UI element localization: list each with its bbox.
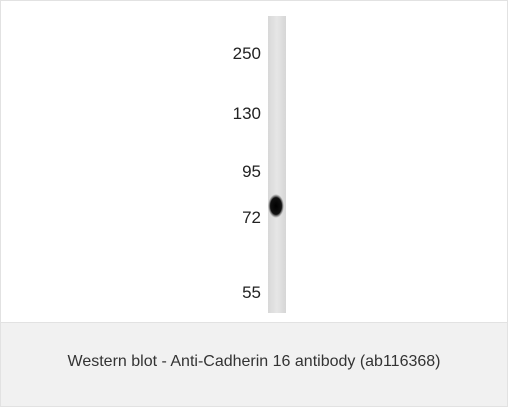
marker-label: 95 (242, 162, 261, 182)
lane (268, 16, 286, 313)
caption-area: Western blot - Anti-Cadherin 16 antibody… (1, 322, 507, 406)
band (268, 194, 284, 218)
marker-label: 72 (242, 208, 261, 228)
marker-label: 55 (242, 283, 261, 303)
figure: 250 130 95 72 55 Western blot - Anti-Cadheri… (0, 0, 508, 407)
marker-label: 250 (233, 44, 261, 64)
marker-label: 130 (233, 104, 261, 124)
caption: Western blot - Anti-Cadherin 16 antibody… (1, 353, 507, 371)
